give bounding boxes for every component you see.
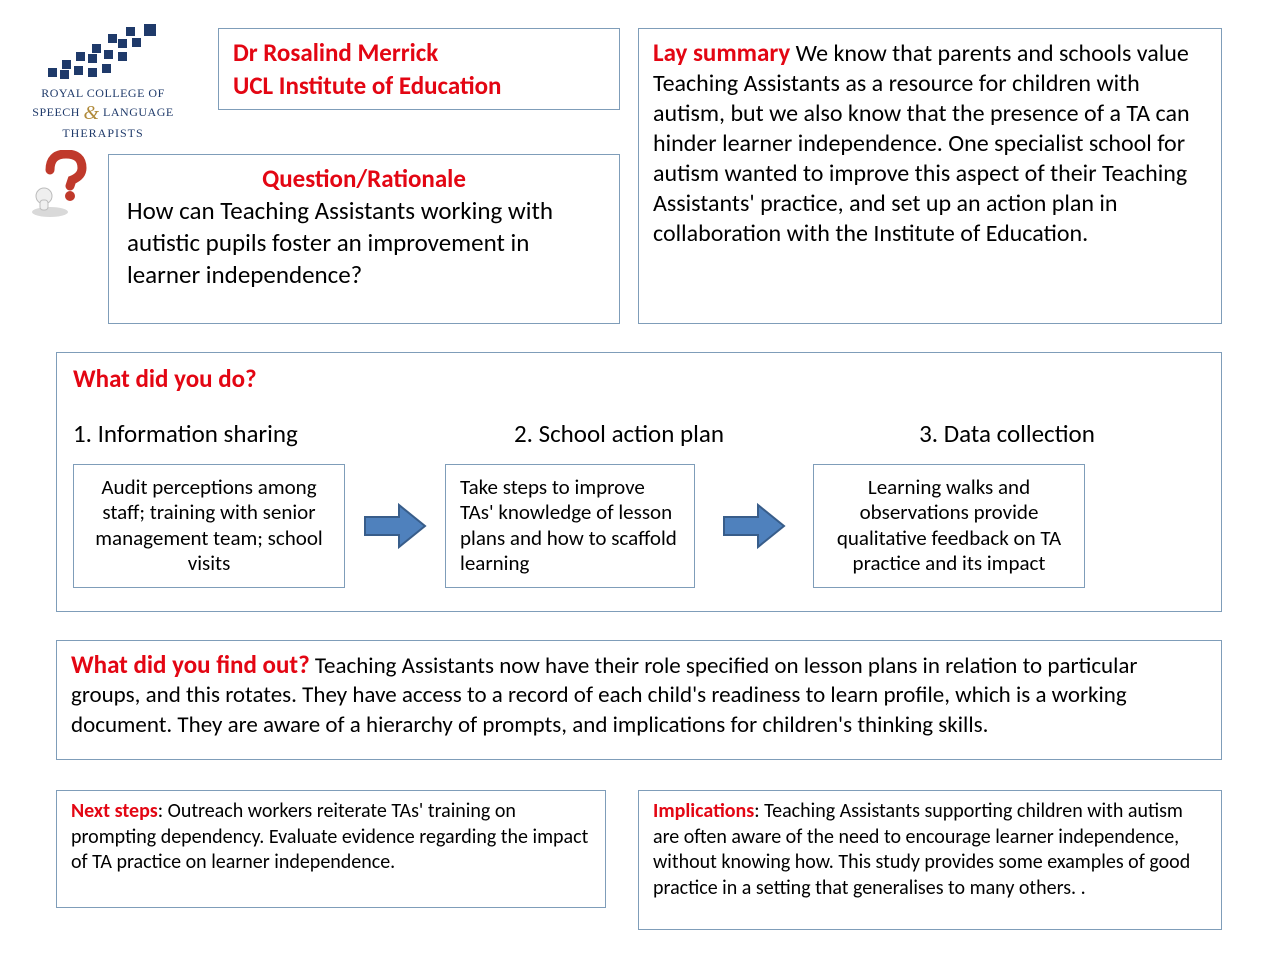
implications-heading: Implications	[653, 799, 754, 823]
question-body: How can Teaching Assistants working with…	[123, 195, 605, 291]
flow-box-3: Learning walks and observations provide …	[813, 464, 1085, 588]
whatdo-heading: What did you do?	[73, 363, 1205, 394]
arrow-right-icon	[359, 501, 431, 551]
step-title-3: 3. Data collection	[809, 418, 1205, 449]
logo-line3: THERAPISTS	[18, 126, 188, 141]
arrow-right-icon	[718, 501, 790, 551]
logo-ampersand: &	[83, 102, 99, 124]
step-title-2: 2. School action plan	[429, 418, 809, 449]
next-steps-box: Next steps: Outreach workers reiterate T…	[56, 790, 606, 908]
author-affiliation: UCL Institute of Education	[233, 70, 605, 103]
logo-line2b: LANGUAGE	[103, 105, 174, 119]
question-mark-icon	[20, 150, 90, 220]
logo-grid-icon	[48, 24, 168, 84]
logo-line1: ROYAL COLLEGE OF	[18, 86, 188, 101]
find-out-box: What did you find out? Teaching Assistan…	[56, 640, 1222, 760]
what-did-you-do-box: What did you do? 1. Information sharing …	[56, 352, 1222, 612]
lay-summary-box: Lay summary We know that parents and sch…	[638, 28, 1222, 324]
arrow-1	[345, 501, 445, 551]
step-title-1: 1. Information sharing	[73, 418, 429, 449]
summary-heading: Lay summary	[653, 37, 790, 68]
summary-body: We know that parents and schools value T…	[653, 39, 1190, 248]
findout-heading: What did you find out?	[71, 649, 310, 680]
flow-box-1: Audit perceptions among staff; training …	[73, 464, 345, 588]
next-heading: Next steps	[71, 799, 158, 823]
arrow-2	[695, 501, 813, 551]
rcslt-logo: ROYAL COLLEGE OF SPEECH & LANGUAGE THERA…	[18, 24, 188, 139]
implications-box: Implications: Teaching Assistants suppor…	[638, 790, 1222, 930]
logo-text: ROYAL COLLEGE OF SPEECH & LANGUAGE THERA…	[18, 86, 188, 141]
question-heading: Question/Rationale	[123, 163, 605, 195]
step-titles-row: 1. Information sharing 2. School action …	[73, 418, 1205, 449]
flow-box-2: Take steps to improve TAs' knowledge of …	[445, 464, 695, 588]
author-box: Dr Rosalind Merrick UCL Institute of Edu…	[218, 28, 620, 110]
logo-line2a: SPEECH	[32, 105, 80, 119]
question-rationale-box: Question/Rationale How can Teaching Assi…	[108, 154, 620, 324]
author-name: Dr Rosalind Merrick	[233, 37, 605, 70]
flow-row: Audit perceptions among staff; training …	[73, 464, 1205, 588]
logo-line2: SPEECH & LANGUAGE	[18, 101, 188, 126]
